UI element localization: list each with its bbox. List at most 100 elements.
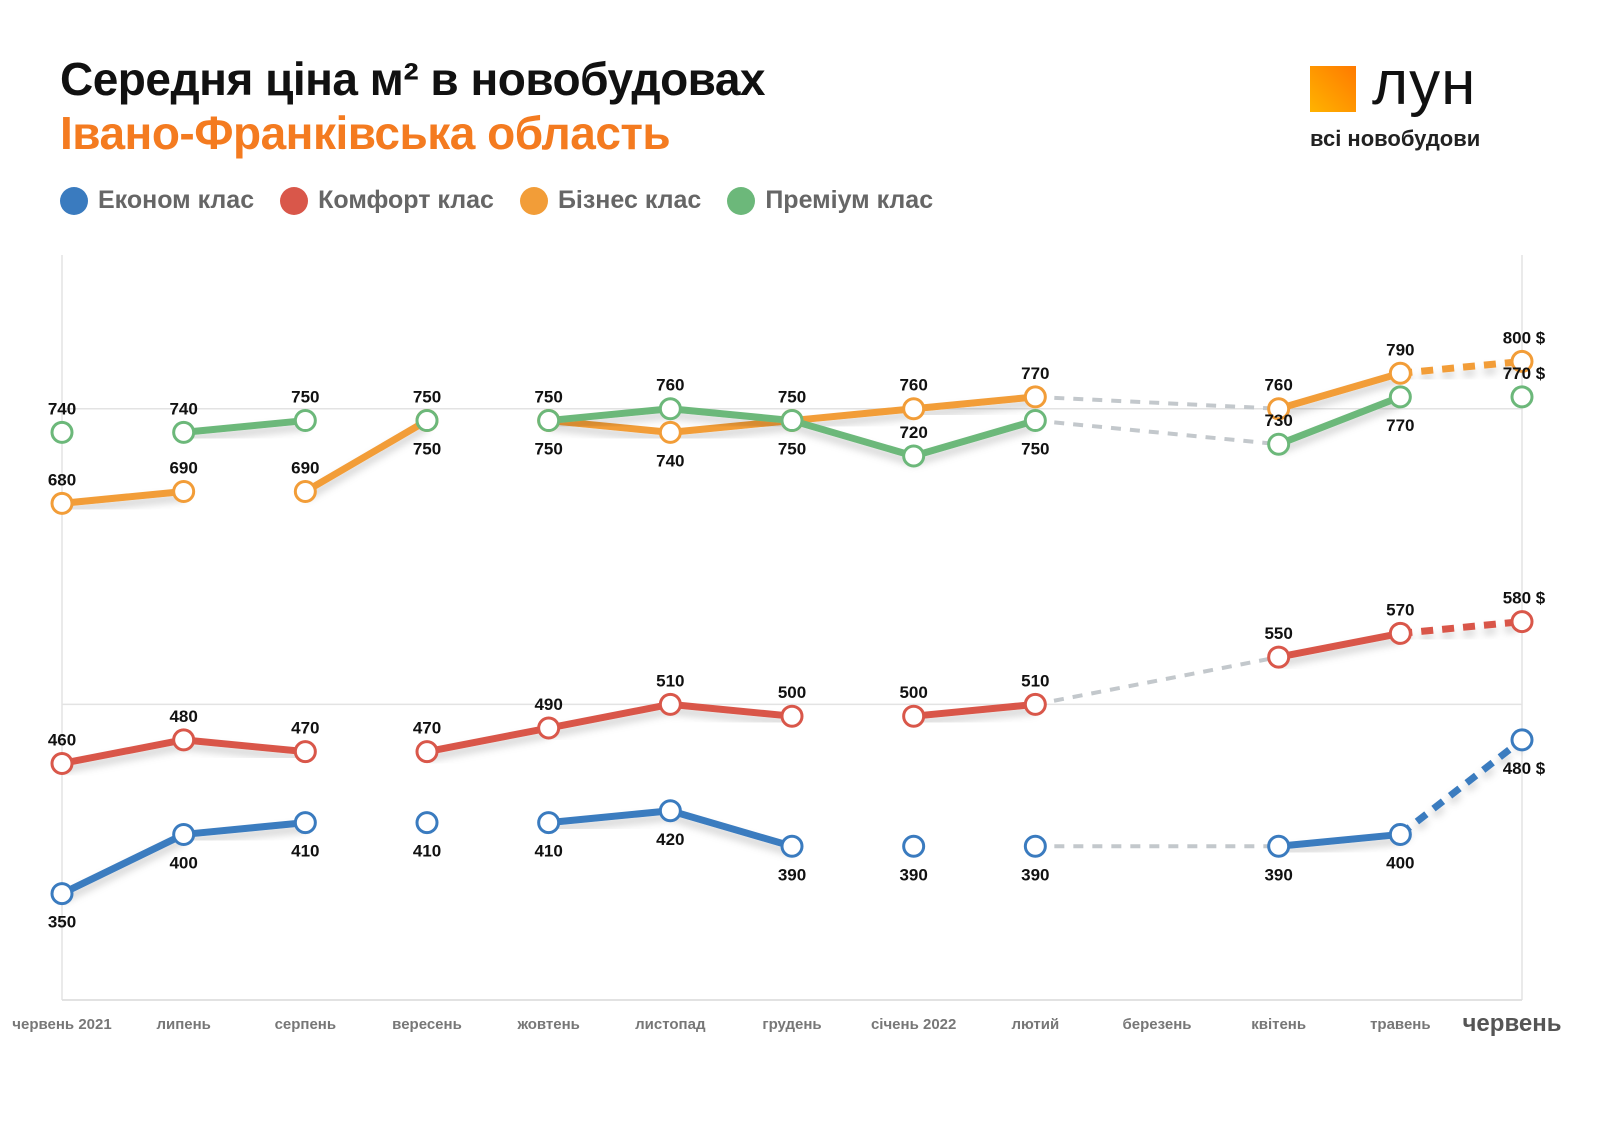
data-point bbox=[293, 811, 317, 835]
data-label: 490 bbox=[534, 695, 562, 714]
data-point bbox=[1023, 409, 1047, 433]
data-label: 580 $ bbox=[1503, 589, 1546, 608]
legend-item: Економ клас bbox=[60, 186, 254, 215]
x-tick-label: вересень bbox=[392, 1016, 462, 1033]
data-label: 720 bbox=[899, 423, 927, 442]
data-point bbox=[658, 692, 682, 716]
data-point bbox=[415, 740, 439, 764]
data-label: 750 bbox=[413, 440, 441, 459]
line-segment bbox=[548, 417, 671, 436]
data-label: 570 bbox=[1386, 600, 1414, 619]
line-segment bbox=[183, 417, 306, 436]
data-label: 750 bbox=[778, 440, 806, 459]
chart-title: Середня ціна м² в новобудовах bbox=[60, 53, 766, 105]
line-segment bbox=[61, 736, 185, 767]
data-label: 480 bbox=[169, 707, 197, 726]
x-tick-label: січень 2022 bbox=[871, 1016, 956, 1033]
data-point bbox=[1267, 432, 1291, 456]
data-point bbox=[1510, 728, 1534, 752]
line-segment bbox=[1399, 618, 1523, 637]
x-tick-label: березень bbox=[1123, 1016, 1192, 1033]
data-label: 680 bbox=[48, 470, 76, 489]
legend-dot-icon bbox=[60, 186, 88, 215]
data-label: 390 bbox=[899, 865, 927, 884]
data-label: 750 bbox=[778, 388, 806, 407]
line-segment bbox=[1277, 393, 1402, 448]
data-label: 460 bbox=[48, 730, 76, 749]
line-segment bbox=[791, 405, 915, 425]
x-tick-label: червень 2021 bbox=[12, 1016, 111, 1033]
data-label: 750 bbox=[534, 440, 562, 459]
x-tick-label: лютий bbox=[1011, 1016, 1059, 1033]
line-segment bbox=[1398, 737, 1525, 838]
line-segment bbox=[1277, 629, 1402, 661]
data-point bbox=[50, 420, 74, 444]
data-label: 770 bbox=[1386, 416, 1414, 435]
data-point bbox=[172, 420, 196, 444]
data-point bbox=[658, 799, 682, 823]
data-point bbox=[780, 704, 804, 728]
data-point bbox=[415, 409, 439, 433]
data-point bbox=[172, 728, 196, 752]
data-point bbox=[537, 811, 561, 835]
data-label: 740 bbox=[48, 399, 76, 418]
line-segment bbox=[669, 807, 793, 850]
data-label: 390 bbox=[1021, 865, 1049, 884]
data-label: 510 bbox=[656, 671, 684, 690]
data-label: 350 bbox=[48, 913, 76, 932]
logo-tagline: всі новобудови bbox=[1310, 126, 1481, 151]
line-segment bbox=[426, 724, 550, 756]
data-label: 480 $ bbox=[1503, 759, 1546, 778]
line-segment bbox=[1277, 369, 1402, 413]
data-point bbox=[1267, 834, 1291, 858]
data-label: 750 bbox=[534, 388, 562, 407]
line-segment bbox=[669, 405, 793, 425]
data-point bbox=[50, 751, 74, 775]
data-point bbox=[1388, 621, 1412, 645]
x-tick-label: травень bbox=[1370, 1016, 1431, 1033]
data-point bbox=[293, 409, 317, 433]
data-label: 750 bbox=[291, 388, 319, 407]
chart-subtitle: Івано-Франківська область bbox=[60, 107, 671, 159]
data-point bbox=[1388, 361, 1412, 385]
data-label: 690 bbox=[169, 459, 197, 478]
data-label: 510 bbox=[1021, 671, 1049, 690]
data-label: 420 bbox=[656, 830, 684, 849]
legend-label: Комфорт клас bbox=[318, 186, 494, 214]
line-segment bbox=[548, 807, 671, 827]
line-segment bbox=[1278, 830, 1401, 850]
data-point bbox=[1510, 349, 1534, 373]
data-label: 770 $ bbox=[1503, 364, 1546, 383]
data-point bbox=[1510, 610, 1534, 634]
data-label: 790 bbox=[1386, 340, 1414, 359]
data-label: 390 bbox=[778, 865, 806, 884]
line-segment bbox=[183, 819, 306, 838]
data-label: 690 bbox=[291, 459, 319, 478]
legend-label: Бізнес клас bbox=[557, 186, 702, 214]
line-segment bbox=[547, 700, 672, 732]
line-segment bbox=[912, 417, 1037, 460]
legend-dot-icon bbox=[519, 186, 548, 215]
data-point bbox=[172, 822, 196, 846]
data-point bbox=[902, 444, 926, 468]
data-label: 500 bbox=[778, 683, 806, 702]
line-segment bbox=[60, 831, 186, 897]
legend-dot-icon bbox=[280, 186, 309, 215]
legend: Економ клас Комфорт клас Бізнес клас Преміу… bbox=[60, 186, 933, 215]
data-label: 800 $ bbox=[1503, 328, 1546, 347]
legend-item: Комфорт клас bbox=[280, 186, 494, 215]
data-label: 760 bbox=[1264, 376, 1292, 395]
gap-segment bbox=[1035, 418, 1279, 447]
data-point bbox=[1023, 834, 1047, 858]
legend-label: Преміум клас bbox=[765, 186, 934, 214]
data-label: 550 bbox=[1264, 624, 1292, 643]
logo-square-icon bbox=[1310, 66, 1356, 112]
data-point bbox=[537, 409, 561, 433]
line-segment bbox=[61, 488, 185, 507]
legend-item: Бізнес клас bbox=[519, 186, 702, 215]
data-point bbox=[1388, 385, 1412, 409]
line-segment bbox=[669, 700, 793, 720]
data-point bbox=[780, 409, 804, 433]
data-label: 750 bbox=[1021, 440, 1049, 459]
